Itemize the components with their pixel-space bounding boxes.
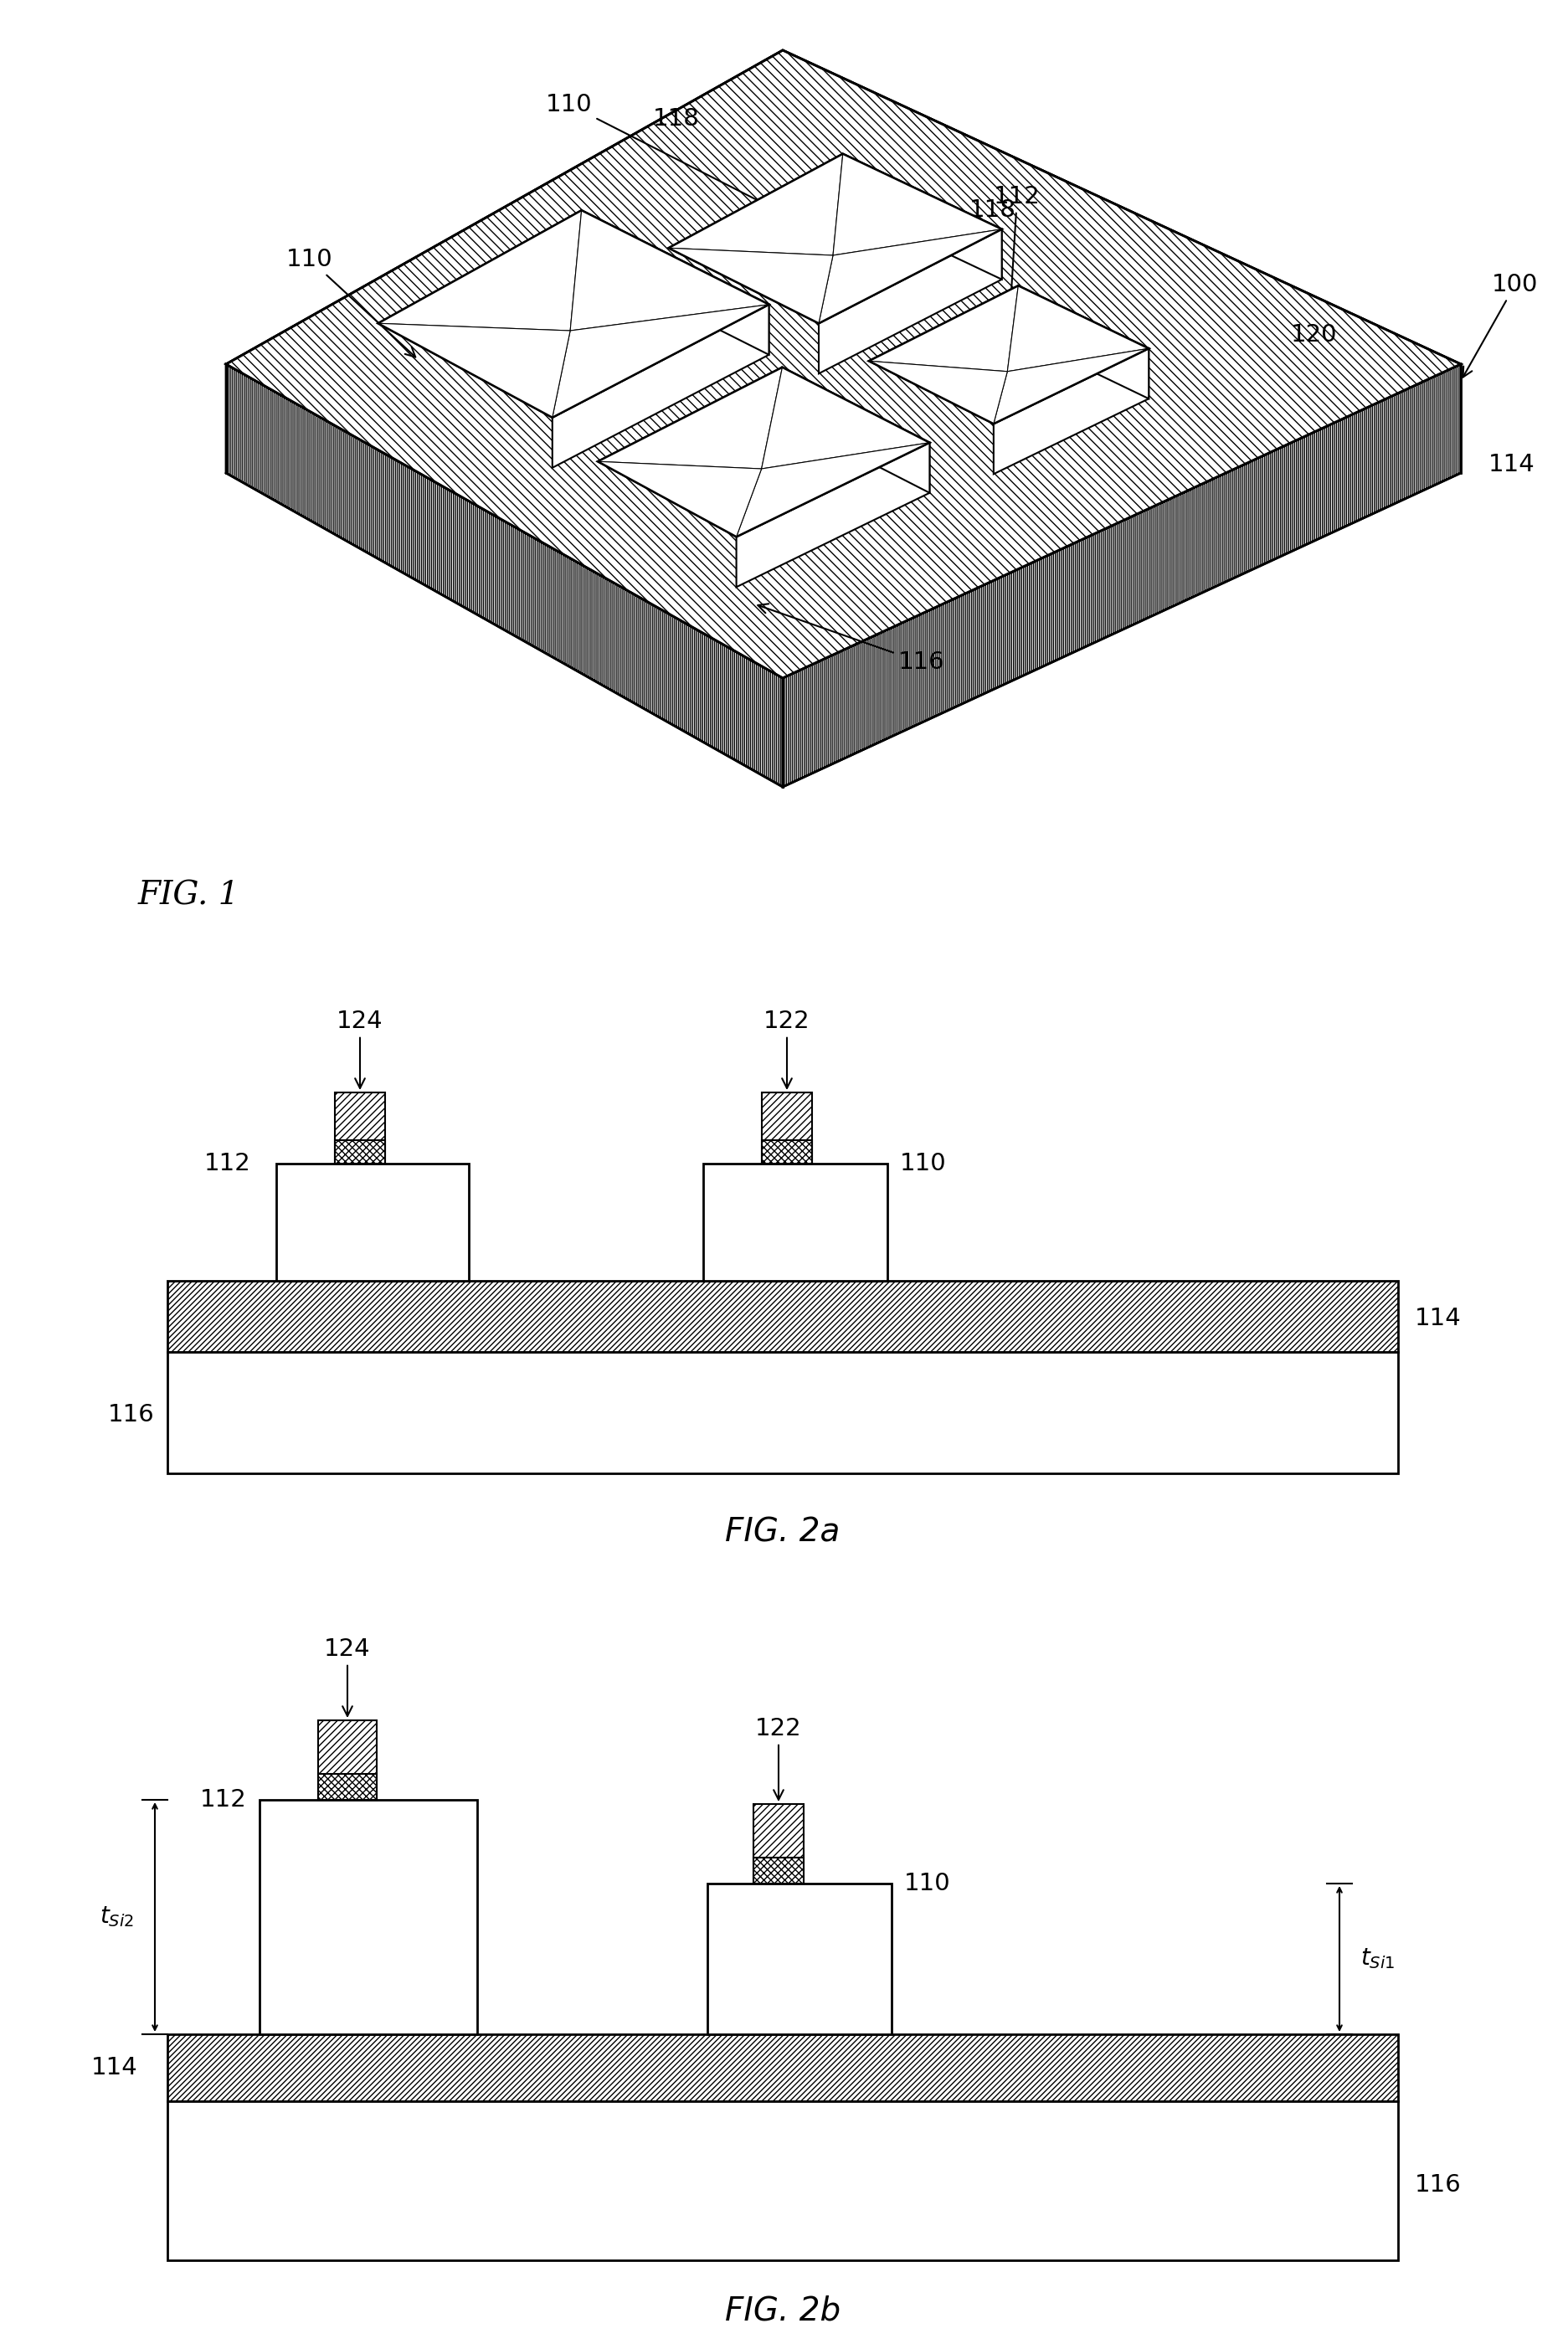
Polygon shape: [818, 230, 1002, 324]
Polygon shape: [168, 2102, 1399, 2260]
Text: 116: 116: [108, 1402, 155, 1426]
Text: 112: 112: [994, 186, 1041, 350]
Polygon shape: [1007, 287, 1149, 371]
Text: 122: 122: [756, 1717, 801, 1799]
Text: 124: 124: [337, 1010, 383, 1088]
Polygon shape: [782, 364, 1461, 787]
Polygon shape: [754, 1804, 804, 1884]
Text: 120: 120: [1290, 324, 1338, 348]
Text: 112: 112: [201, 1788, 248, 1811]
Polygon shape: [378, 211, 582, 331]
Polygon shape: [762, 366, 930, 470]
Text: 110: 110: [900, 1151, 947, 1174]
Polygon shape: [582, 211, 768, 355]
Text: 124: 124: [325, 1637, 370, 1717]
Polygon shape: [737, 442, 930, 538]
Polygon shape: [571, 211, 768, 331]
Polygon shape: [378, 211, 768, 418]
Text: 114: 114: [1488, 453, 1535, 477]
Polygon shape: [226, 364, 782, 787]
Polygon shape: [762, 1139, 812, 1163]
Text: 114: 114: [91, 2055, 138, 2079]
Text: 114: 114: [1414, 1306, 1461, 1330]
Polygon shape: [168, 1353, 1399, 1473]
Polygon shape: [869, 287, 1018, 371]
Polygon shape: [844, 153, 1002, 280]
Polygon shape: [318, 1773, 376, 1799]
Text: 122: 122: [764, 1010, 811, 1088]
Polygon shape: [378, 324, 571, 418]
Polygon shape: [276, 1163, 469, 1280]
Text: FIG. 2a: FIG. 2a: [726, 1515, 840, 1548]
Polygon shape: [668, 153, 844, 256]
Polygon shape: [597, 460, 762, 538]
Polygon shape: [318, 1719, 376, 1799]
Polygon shape: [869, 362, 1007, 423]
Text: 110: 110: [287, 247, 416, 357]
Polygon shape: [597, 366, 930, 538]
Polygon shape: [226, 49, 1461, 679]
Polygon shape: [336, 1092, 386, 1163]
Polygon shape: [552, 305, 768, 418]
Text: 118: 118: [969, 200, 1016, 223]
Polygon shape: [552, 305, 768, 467]
Text: FIG. 1: FIG. 1: [138, 881, 240, 911]
Polygon shape: [994, 348, 1149, 423]
Text: 112: 112: [204, 1151, 251, 1174]
Polygon shape: [782, 366, 930, 493]
Text: FIG. 2b: FIG. 2b: [724, 2295, 840, 2326]
Polygon shape: [762, 1092, 812, 1163]
Polygon shape: [833, 153, 1002, 256]
Polygon shape: [226, 49, 1461, 679]
Polygon shape: [1018, 287, 1149, 399]
Text: 118: 118: [652, 108, 699, 132]
Polygon shape: [754, 1858, 804, 1884]
Polygon shape: [702, 1163, 887, 1280]
Text: 116: 116: [757, 604, 944, 674]
Text: 116: 116: [1414, 2173, 1461, 2196]
Polygon shape: [597, 366, 782, 470]
Polygon shape: [668, 249, 833, 324]
Text: 110: 110: [905, 1872, 950, 1896]
Polygon shape: [994, 348, 1149, 474]
Polygon shape: [818, 230, 1002, 373]
Text: $t_{Si2}$: $t_{Si2}$: [100, 1905, 133, 1929]
Polygon shape: [668, 153, 1002, 324]
Text: 100: 100: [1463, 272, 1538, 378]
Polygon shape: [168, 2034, 1399, 2102]
Text: 110: 110: [546, 94, 829, 237]
Polygon shape: [707, 1884, 892, 2034]
Polygon shape: [168, 1280, 1399, 1353]
Text: $t_{Si1}$: $t_{Si1}$: [1361, 1947, 1396, 1971]
Polygon shape: [260, 1799, 477, 2034]
Polygon shape: [869, 287, 1149, 423]
Polygon shape: [737, 442, 930, 587]
Polygon shape: [336, 1139, 386, 1163]
